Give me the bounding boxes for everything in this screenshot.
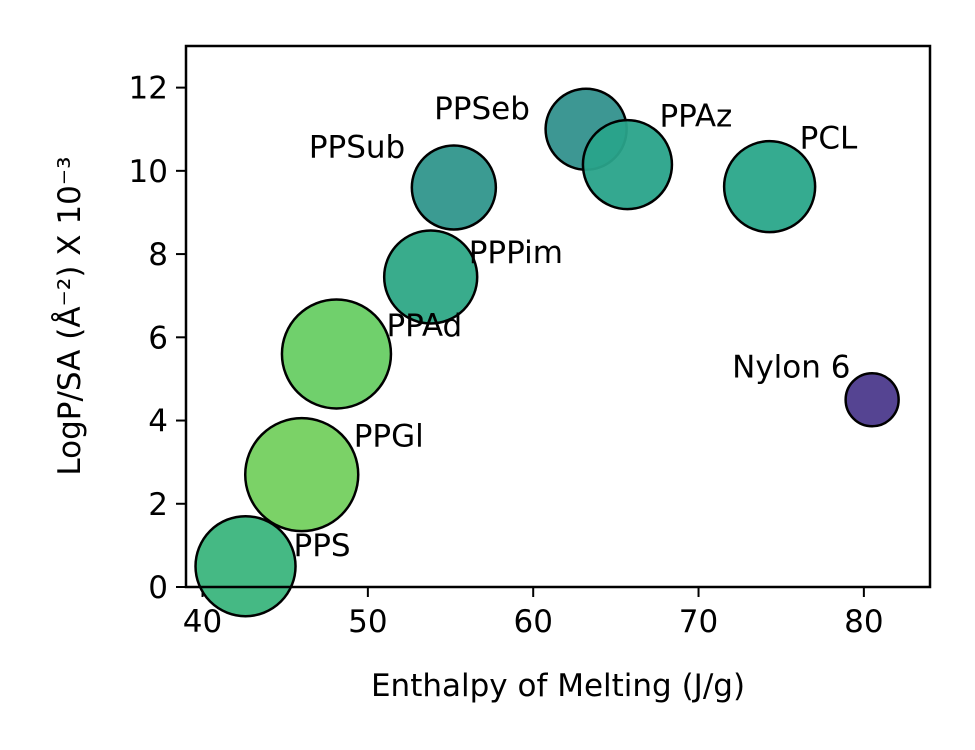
data-point (410, 144, 498, 231)
y-tick-label: 2 (148, 487, 168, 523)
y-tick-label: 8 (148, 237, 168, 273)
y-axis-label: LogP/SA (Å⁻²) X 10⁻³ (52, 156, 88, 475)
x-tick-label: 60 (513, 604, 552, 640)
point-label: PPGl (354, 419, 424, 455)
point-label: PPPim (469, 235, 563, 271)
axis-ticks: 40 50 60 70 80 0 2 4 6 8 10 12 (129, 71, 884, 640)
data-points (194, 87, 900, 618)
data-point (382, 229, 479, 325)
x-tick-label: 40 (183, 604, 222, 640)
y-tick-label: 12 (129, 71, 168, 107)
data-point (844, 371, 900, 428)
y-tick-label: 6 (148, 320, 168, 356)
point-label: PPSeb (434, 91, 530, 127)
data-point (194, 514, 297, 618)
point-label: PPAd (386, 308, 462, 344)
data-point (243, 416, 360, 533)
x-axis-label: Enthalpy of Melting (J/g) (371, 668, 745, 704)
point-label: PPAz (659, 99, 732, 135)
data-point (280, 298, 393, 410)
plot-frame (184, 44, 932, 589)
point-labels: PPS PPGl PPAd PPPim PPSub PPSeb PPAz PCL Nylon 6 (294, 91, 858, 564)
y-tick-label: 0 (148, 570, 168, 606)
x-tick-label: 70 (679, 604, 718, 640)
data-point (581, 118, 674, 211)
y-tick-label: 4 (148, 404, 168, 440)
point-label: PPS (294, 528, 351, 564)
y-tick-label: 10 (129, 154, 168, 190)
point-label: Nylon 6 (732, 350, 850, 386)
point-label: PPSub (309, 129, 405, 165)
point-label: PCL (800, 121, 858, 157)
x-tick-label: 80 (844, 604, 883, 640)
data-point (722, 139, 817, 234)
x-tick-label: 50 (348, 604, 387, 640)
